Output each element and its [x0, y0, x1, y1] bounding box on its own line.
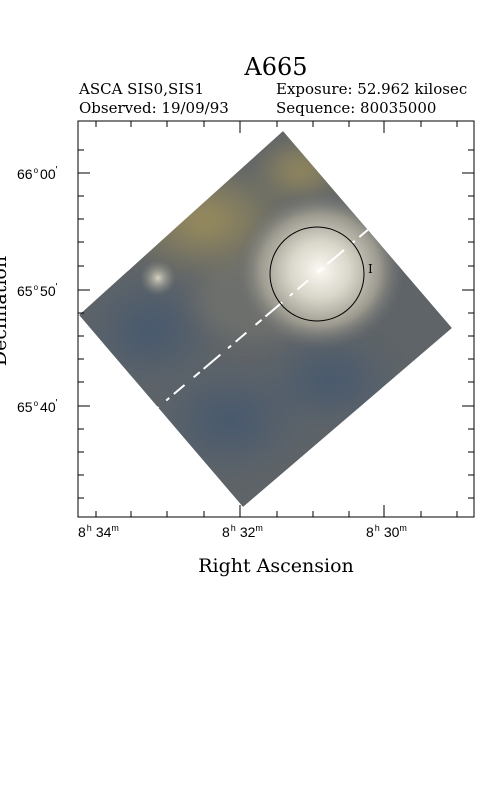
region-label: I — [368, 262, 373, 276]
observed-date: Observed: 19/09/93 — [79, 99, 229, 117]
ra-tick-label-1: 8h 32m — [222, 523, 263, 540]
x-axis-label: Right Ascension — [198, 555, 354, 577]
extraction-region-circle — [269, 226, 365, 322]
x-tick-marks — [95, 121, 458, 517]
plot-frame — [77, 120, 475, 518]
ra-tick-label-0: 8h 34m — [78, 523, 119, 540]
point-source — [140, 260, 176, 296]
sky-field — [79, 131, 452, 507]
y-tick-marks — [78, 149, 474, 499]
dec-tick-label-0: 66o 00' — [17, 165, 58, 182]
dec-tick-label-2: 65o 40' — [17, 398, 58, 415]
sequence-label: Sequence: 80035000 — [276, 99, 437, 117]
detector-gap — [154, 227, 371, 411]
y-axis-label: Declination — [0, 255, 11, 367]
ra-tick-label-2: 8h 30m — [366, 523, 407, 540]
plot-title: A665 — [244, 53, 308, 81]
dec-tick-label-1: 65o 50' — [17, 282, 58, 299]
exposure-label: Exposure: 52.962 kilosec — [276, 80, 468, 98]
instrument-label: ASCA SIS0,SIS1 — [79, 80, 204, 98]
